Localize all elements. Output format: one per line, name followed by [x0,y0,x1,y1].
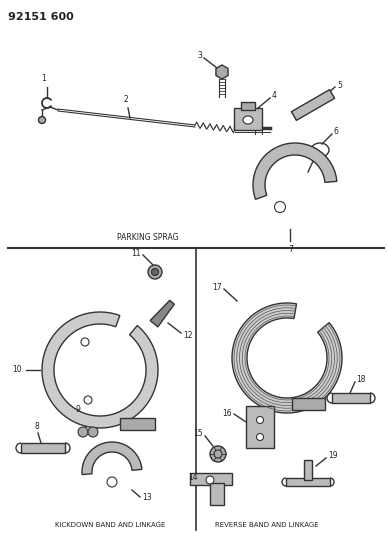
Text: 92151 600: 92151 600 [8,12,74,22]
Circle shape [107,477,117,487]
Polygon shape [291,90,334,120]
Polygon shape [216,65,228,79]
Text: 9: 9 [76,405,80,414]
Bar [246,406,274,448]
Circle shape [256,433,263,440]
Bar [21,443,65,453]
Circle shape [78,427,88,437]
Polygon shape [82,442,142,474]
Text: 3: 3 [197,52,202,61]
Circle shape [38,117,45,124]
Text: 16: 16 [222,409,232,418]
Bar [304,460,312,480]
Text: 19: 19 [328,451,338,461]
Circle shape [88,427,98,437]
Polygon shape [120,418,155,430]
Bar [234,108,262,130]
Bar [210,483,224,505]
Circle shape [206,476,214,484]
Circle shape [274,201,286,213]
Circle shape [210,446,226,462]
Bar [286,478,330,486]
Text: KICKDOWN BAND AND LINKAGE: KICKDOWN BAND AND LINKAGE [55,522,165,528]
Circle shape [148,265,162,279]
Polygon shape [232,303,342,413]
Text: 14: 14 [189,473,198,482]
Polygon shape [42,312,158,428]
Ellipse shape [243,116,253,124]
Text: 10: 10 [12,366,22,375]
Bar [190,473,232,485]
Bar [241,102,255,110]
Text: 11: 11 [132,248,141,257]
Text: 6: 6 [334,127,339,136]
Text: 1: 1 [42,74,47,83]
Text: 18: 18 [356,376,365,384]
Text: PARKING SPRAG: PARKING SPRAG [117,232,179,241]
Circle shape [151,269,159,276]
Text: 8: 8 [35,422,39,431]
Text: REVERSE BAND AND LINKAGE: REVERSE BAND AND LINKAGE [215,522,319,528]
Text: 15: 15 [193,430,203,439]
Text: 7: 7 [289,245,293,254]
Polygon shape [150,301,174,327]
Circle shape [256,416,263,424]
Polygon shape [253,143,337,199]
Text: 17: 17 [212,282,222,292]
Polygon shape [292,398,325,410]
Text: 13: 13 [142,494,152,503]
Bar [332,393,370,403]
Text: 12: 12 [183,330,192,340]
Text: 4: 4 [272,92,277,101]
Text: 2: 2 [124,95,128,104]
Text: 5: 5 [337,80,342,90]
